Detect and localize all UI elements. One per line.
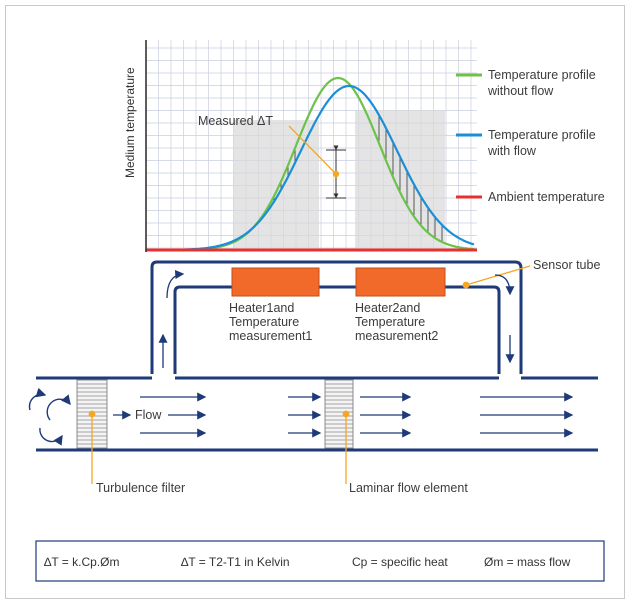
curve-with-flow <box>150 84 475 252</box>
formula-box <box>35 540 605 582</box>
formula-specific-heat: Cp = specific heat <box>352 555 448 569</box>
sensor-tube <box>150 260 523 374</box>
turbulence-filter-label: Turbulence filter <box>96 481 185 495</box>
laminar-flow-callout <box>342 410 350 484</box>
turbulence-filter-callout <box>88 410 96 484</box>
legend-ambient-label: Ambient temperature <box>488 190 605 204</box>
heater2-line2: Temperature <box>355 315 425 329</box>
figure-frame <box>5 5 625 599</box>
main-flow-arrows <box>113 392 574 438</box>
sensor-tube-label: Sensor tube <box>533 258 600 272</box>
bypass-flow-arrows <box>158 269 515 368</box>
heater-1 <box>231 267 320 297</box>
main-pipe <box>36 376 598 452</box>
legend-with-flow-line2: with flow <box>487 144 537 158</box>
heater1-line1: Heater1and <box>229 301 294 315</box>
turbulence-swirl-icon <box>28 387 71 446</box>
legend-no-flow-line1: Temperature profile <box>488 68 596 82</box>
measured-delta-label: Measured ΔT <box>198 114 273 128</box>
flow-label: Flow <box>135 408 162 422</box>
heater-2 <box>355 267 446 297</box>
measured-delta-marker <box>288 125 346 199</box>
laminar-flow-label: Laminar flow element <box>349 481 468 495</box>
formula-kelvin: ∆T = T2-T1 in Kelvin <box>181 555 290 569</box>
heater1-line3: measurement1 <box>229 329 312 343</box>
heater2-line1: Heater2and <box>355 301 420 315</box>
legend-with-flow-line1: Temperature profile <box>488 128 596 142</box>
temperature-difference-lines <box>266 115 443 242</box>
y-axis-label: Medium temperature <box>123 67 137 178</box>
formula-delta-t: ∆T = k.Cp.Øm <box>44 555 119 569</box>
heater1-line2: Temperature <box>229 315 299 329</box>
legend-no-flow-line2: without flow <box>487 84 554 98</box>
legend: Temperature profile without flow Tempera… <box>456 68 605 204</box>
heater2-line3: measurement2 <box>355 329 438 343</box>
formula-mass-flow: Øm = mass flow <box>484 555 571 569</box>
